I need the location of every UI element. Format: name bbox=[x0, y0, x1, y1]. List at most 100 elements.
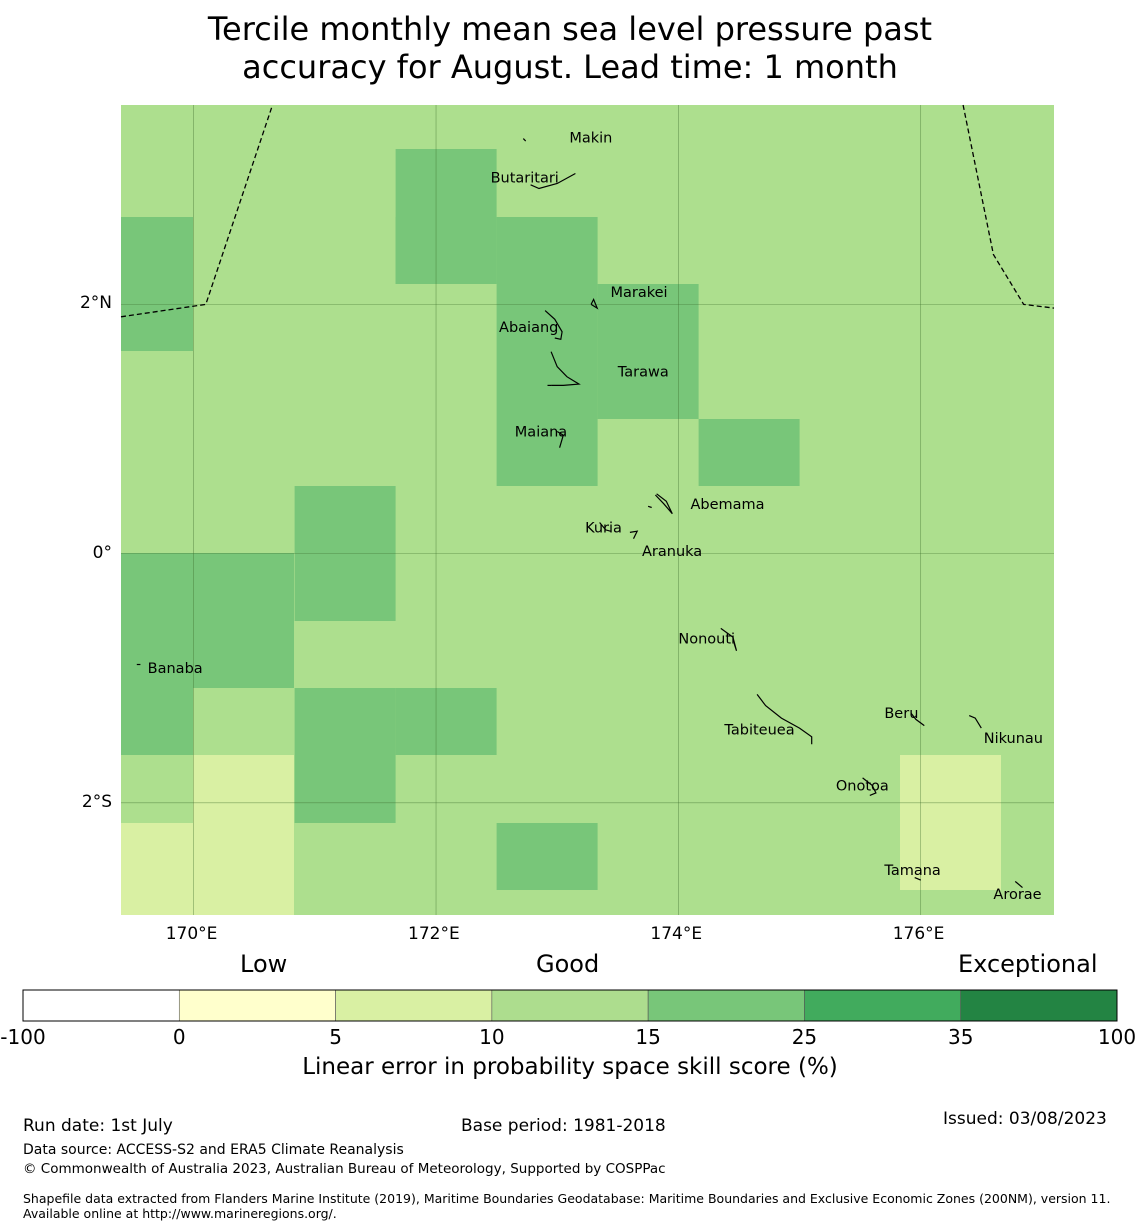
legend-word-exceptional: Exceptional bbox=[958, 950, 1098, 978]
island-outline bbox=[647, 505, 652, 509]
skill-cell bbox=[121, 284, 193, 351]
skill-cell bbox=[121, 217, 193, 284]
y-tick-label: 2°N bbox=[79, 293, 112, 314]
title-line-1: Tercile monthly mean sea level pressure … bbox=[207, 10, 933, 48]
place-label: Tabiteuea bbox=[723, 722, 794, 738]
copyright: © Commonwealth of Australia 2023, Austra… bbox=[23, 1161, 666, 1177]
x-tick-label: 176°E bbox=[892, 924, 945, 944]
colorbar-swatch bbox=[804, 989, 962, 1022]
skill-cell bbox=[121, 688, 193, 755]
y-tick-label: 2°S bbox=[81, 791, 112, 812]
skill-cell bbox=[395, 688, 497, 755]
island-outline bbox=[590, 297, 599, 310]
colorbar-tick-label: 5 bbox=[329, 1025, 342, 1049]
colorbar-swatch bbox=[335, 989, 493, 1022]
island-outline bbox=[556, 430, 565, 448]
island-outline bbox=[756, 694, 813, 745]
colorbar-tick-label: 10 bbox=[479, 1025, 505, 1049]
skill-cell bbox=[193, 755, 294, 823]
skill-cell bbox=[597, 351, 699, 419]
skill-cell bbox=[121, 621, 193, 688]
skill-cell bbox=[294, 553, 396, 621]
place-label: Beru bbox=[884, 706, 918, 722]
colorbar-tick-label: 0 bbox=[172, 1025, 186, 1049]
island-outline bbox=[862, 777, 877, 796]
skill-cell bbox=[698, 419, 800, 486]
place-label: Arorae bbox=[993, 887, 1041, 903]
place-label: Makin bbox=[569, 130, 612, 146]
skill-cell bbox=[193, 621, 294, 688]
place-label: Kuria bbox=[585, 520, 622, 536]
skill-cell bbox=[900, 823, 1001, 890]
colorbar-tick-label: 15 bbox=[635, 1025, 661, 1049]
island-outline bbox=[720, 627, 738, 651]
colorbar-tick-label: 35 bbox=[947, 1025, 974, 1049]
skill-cell bbox=[294, 486, 396, 553]
skill-cell bbox=[900, 755, 1001, 823]
island-outline bbox=[550, 351, 581, 386]
x-tick-label: 174°E bbox=[650, 924, 703, 944]
colorbar-tick-label: 25 bbox=[791, 1025, 818, 1049]
eez-boundary bbox=[962, 104, 1055, 309]
skill-cell bbox=[121, 553, 193, 621]
map-title: Tercile monthly mean sea level pressure … bbox=[0, 10, 1140, 86]
place-label: Butaritari bbox=[491, 170, 559, 186]
island-outline bbox=[522, 138, 527, 142]
colorbar-swatch bbox=[178, 989, 336, 1022]
title-line-2: accuracy for August. Lead time: 1 month bbox=[242, 48, 898, 86]
place-label: Nonouti bbox=[678, 631, 735, 647]
y-tick-label: 0° bbox=[92, 542, 112, 563]
skill-cell bbox=[496, 823, 598, 890]
skill-cell bbox=[294, 688, 396, 755]
island-outline bbox=[910, 712, 925, 727]
island-outline bbox=[1014, 880, 1023, 889]
colorbar-title: Linear error in probability space skill … bbox=[302, 1054, 838, 1080]
island-outline bbox=[530, 172, 576, 190]
colorbar-tick-label: 100 bbox=[1097, 1025, 1137, 1049]
colorbar-swatch bbox=[22, 989, 180, 1022]
x-tick-label: 170°E bbox=[165, 924, 218, 944]
place-label: Marakei bbox=[611, 285, 668, 301]
island-outline bbox=[968, 715, 982, 729]
skill-cell bbox=[496, 419, 598, 486]
colorbar-swatch bbox=[647, 989, 805, 1022]
place-label: Banaba bbox=[148, 661, 203, 677]
island-outline bbox=[629, 530, 639, 539]
skill-cell bbox=[597, 284, 699, 351]
place-label: Tarawa bbox=[617, 365, 669, 381]
place-label: Aranuka bbox=[642, 544, 702, 560]
base-period: Base period: 1981-2018 bbox=[461, 1116, 666, 1136]
place-label: Onotoa bbox=[836, 778, 889, 794]
island-outline bbox=[599, 522, 611, 532]
issued-date: Issued: 03/08/2023 bbox=[943, 1109, 1107, 1129]
colorbar bbox=[22, 989, 1118, 1022]
island-outline bbox=[914, 877, 921, 881]
legend-word-low: Low bbox=[240, 950, 288, 978]
colorbar-tick-label: -100 bbox=[0, 1025, 46, 1049]
island-outline bbox=[544, 310, 563, 341]
data-source: Data source: ACCESS-S2 and ERA5 Climate … bbox=[23, 1142, 404, 1158]
colorbar-outline bbox=[22, 989, 1118, 1022]
place-label: Abaiang bbox=[499, 320, 558, 336]
colorbar-swatch bbox=[491, 989, 649, 1022]
skill-cell bbox=[496, 284, 598, 351]
x-tick-label: 172°E bbox=[408, 924, 460, 944]
shapefile-credit: Shapefile data extracted from Flanders M… bbox=[23, 1191, 1111, 1221]
place-label: Maiana bbox=[515, 424, 567, 440]
skill-cell bbox=[294, 755, 396, 823]
legend-word-good: Good bbox=[536, 950, 600, 978]
colorbar-swatch bbox=[960, 989, 1118, 1022]
run-date: Run date: 1st July bbox=[23, 1116, 173, 1136]
skill-cell bbox=[496, 351, 598, 419]
skill-cell bbox=[496, 217, 598, 284]
eez-boundary bbox=[120, 104, 274, 318]
skill-cell bbox=[193, 553, 294, 621]
skill-cell bbox=[193, 823, 294, 915]
place-label: Abemama bbox=[690, 497, 764, 513]
place-label: Nikunau bbox=[984, 731, 1043, 747]
island-outline bbox=[654, 493, 673, 515]
skill-cell bbox=[395, 217, 497, 284]
skill-cell bbox=[121, 823, 193, 915]
place-label: Tamana bbox=[883, 863, 940, 879]
